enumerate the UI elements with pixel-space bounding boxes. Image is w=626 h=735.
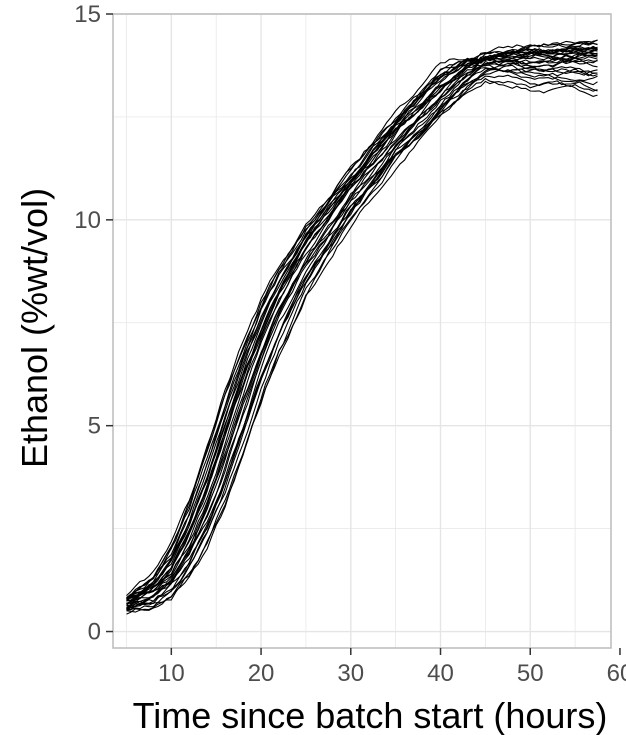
x-tick-label: 60	[607, 660, 626, 687]
y-axis-title: Ethanol (%wt/vol)	[14, 188, 55, 468]
series-line	[126, 49, 598, 605]
x-tick-label: 10	[158, 660, 185, 687]
x-tick-label: 20	[248, 660, 275, 687]
series-line	[126, 59, 598, 605]
series-line	[126, 80, 598, 613]
series-line	[126, 52, 598, 605]
series-line	[126, 74, 598, 615]
y-tick-label: 0	[88, 619, 101, 646]
x-tick-label: 30	[337, 660, 364, 687]
series-line	[126, 52, 598, 606]
series-line	[126, 39, 598, 600]
x-tick-label: 40	[427, 660, 454, 687]
x-tick-label: 50	[517, 660, 544, 687]
y-tick-label: 15	[74, 1, 101, 28]
series-line	[126, 64, 598, 608]
series-line	[126, 62, 598, 609]
series-line	[126, 51, 598, 607]
series-line	[126, 48, 598, 601]
series-line	[126, 41, 598, 599]
series-line	[126, 39, 598, 597]
y-tick-label: 5	[88, 413, 101, 440]
series-line	[126, 64, 598, 611]
x-axis-title: Time since batch start (hours)	[133, 695, 608, 735]
series-line	[126, 58, 598, 610]
series-line	[126, 45, 598, 599]
axis-ticks: 10 20 30 40 50 60 0 5 10 15	[74, 1, 626, 687]
y-tick-label: 10	[74, 207, 101, 234]
series-lines	[126, 39, 598, 615]
panel-border	[112, 13, 612, 649]
